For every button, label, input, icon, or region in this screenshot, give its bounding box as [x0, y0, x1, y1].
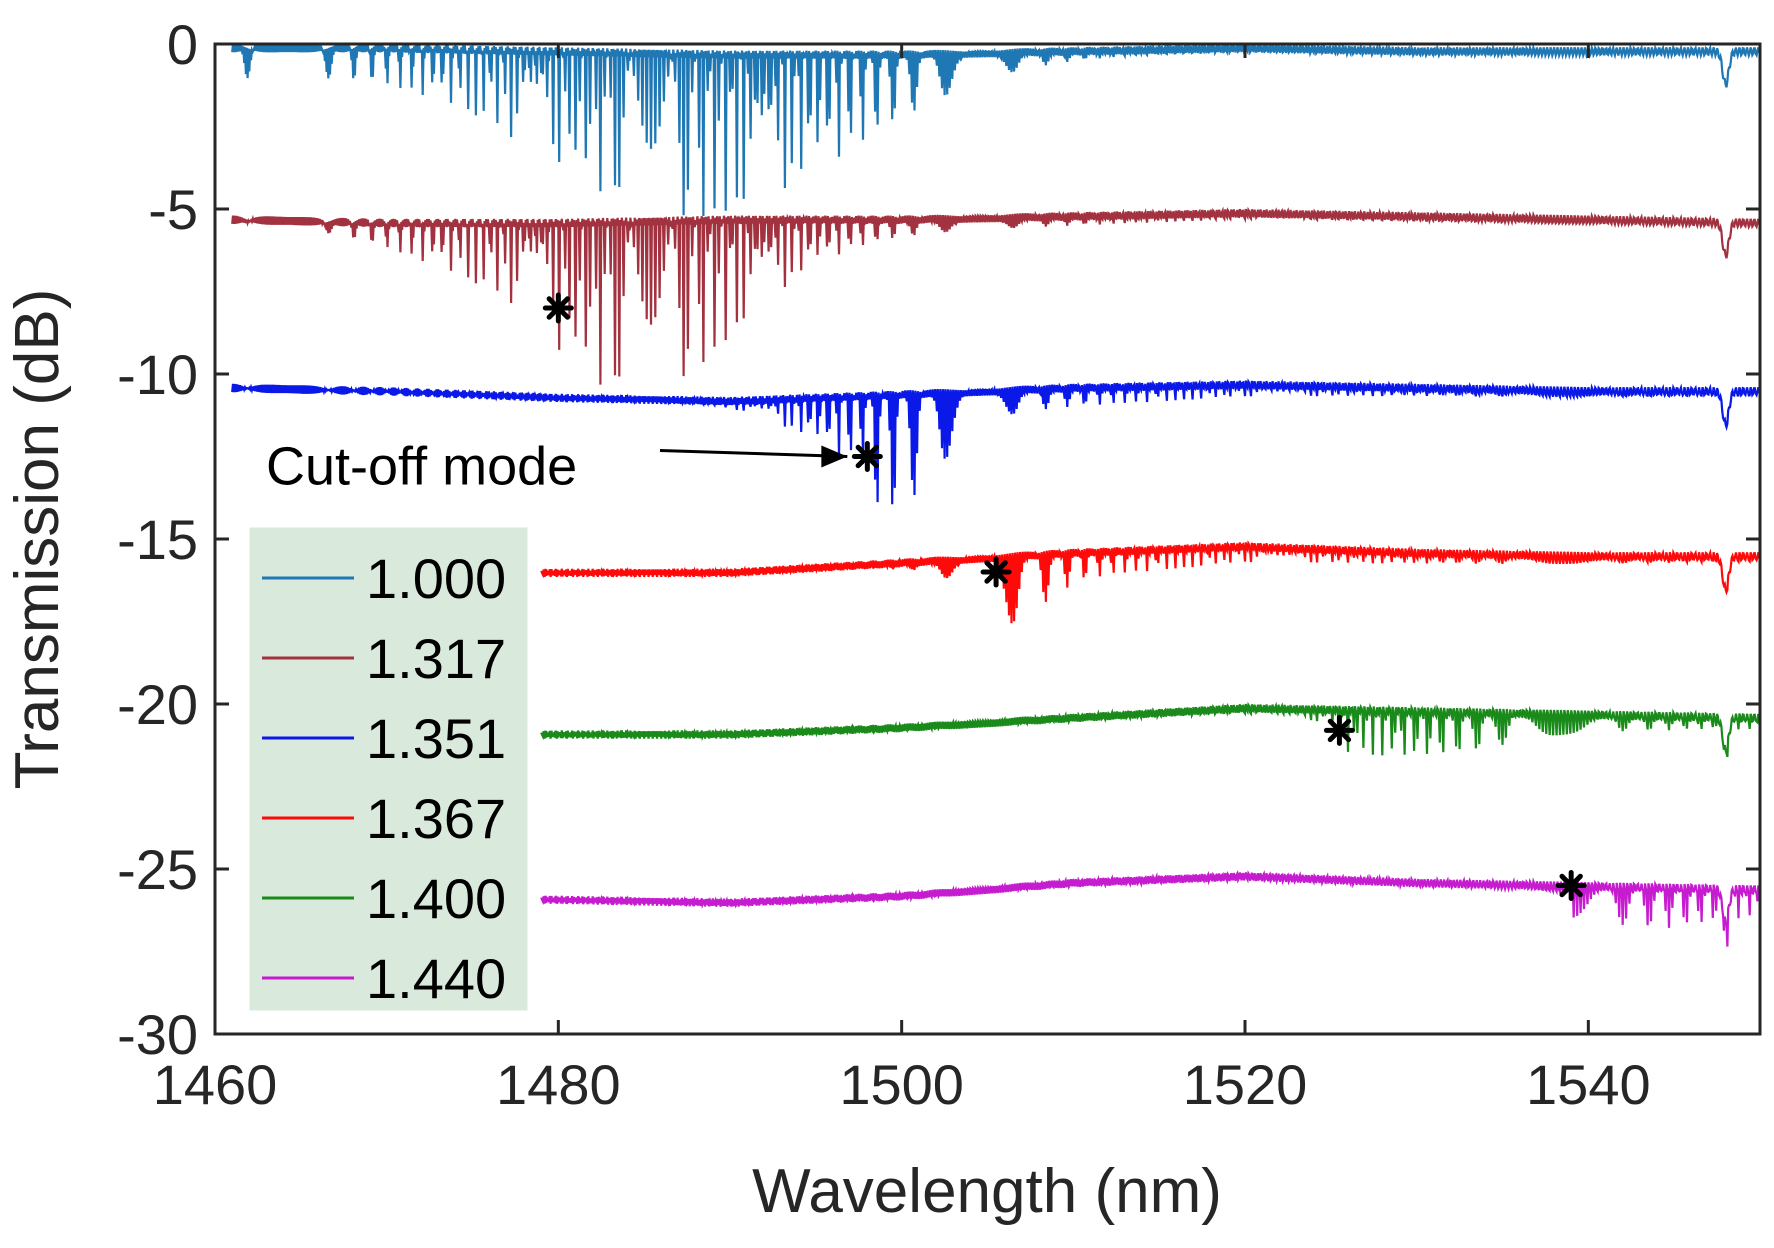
- annotation-arrow-line: [659, 449, 848, 458]
- x-tick-label: 1540: [1526, 1053, 1651, 1116]
- x-axis-title: Wavelength (nm): [752, 1157, 1222, 1226]
- series-line-1.000: [231, 44, 1760, 217]
- series-line-1.317: [231, 206, 1760, 385]
- cutoff-markers: [542, 292, 1587, 901]
- x-tick-label: 1500: [839, 1053, 964, 1116]
- legend-label: 1.440: [366, 947, 506, 1010]
- legend-label: 1.351: [366, 707, 506, 770]
- cutoff-marker: [980, 556, 1012, 588]
- legend: 1.000 1.317 1.351 1.367 1.400 1.440: [249, 527, 528, 1011]
- cutoff-marker: [851, 441, 883, 472]
- y-axis: 0 -5 -10 -15 -20 -25 -30: [117, 13, 1760, 1066]
- y-tick-label: -15: [117, 508, 198, 571]
- x-tick-label: 1480: [496, 1053, 621, 1116]
- cutoff-marker: [1323, 714, 1355, 746]
- y-tick-label: -10: [117, 343, 198, 406]
- legend-entry: 1.400: [262, 867, 506, 930]
- annotation: Cut-off mode: [266, 437, 848, 497]
- series-line-1.440: [540, 870, 1760, 947]
- legend-entry: 1.317: [262, 627, 506, 690]
- y-tick-label: 0: [167, 13, 198, 76]
- x-tick-label: 1520: [1183, 1053, 1308, 1116]
- legend-label: 1.400: [366, 867, 506, 930]
- legend-entry: 1.000: [262, 547, 506, 610]
- y-axis-title: Transmission (dB): [3, 289, 72, 790]
- cutoff-marker: [1555, 870, 1587, 901]
- y-tick-label: -20: [117, 673, 198, 736]
- legend-box: [249, 527, 528, 1011]
- annotation-text: Cut-off mode: [266, 437, 577, 497]
- legend-label: 1.000: [366, 547, 506, 610]
- y-tick-label: -5: [148, 178, 198, 241]
- cutoff-marker: [542, 292, 574, 324]
- x-tick-label: 1460: [153, 1053, 278, 1116]
- legend-label: 1.367: [366, 787, 506, 850]
- legend-entry: 1.440: [262, 947, 506, 1010]
- series-line-1.351: [231, 378, 1760, 505]
- legend-label: 1.317: [366, 627, 506, 690]
- legend-entry: 1.351: [262, 707, 506, 770]
- series-layer: [231, 44, 1760, 947]
- y-tick-label: -30: [117, 1003, 198, 1066]
- series-line-1.400: [540, 701, 1760, 758]
- series-line-1.367: [540, 540, 1760, 624]
- legend-entry: 1.367: [262, 787, 506, 850]
- annotation-arrow-head: [821, 445, 848, 468]
- x-axis: 1460 1480 1500 1520 1540: [153, 44, 1651, 1116]
- y-tick-label: -25: [117, 838, 198, 901]
